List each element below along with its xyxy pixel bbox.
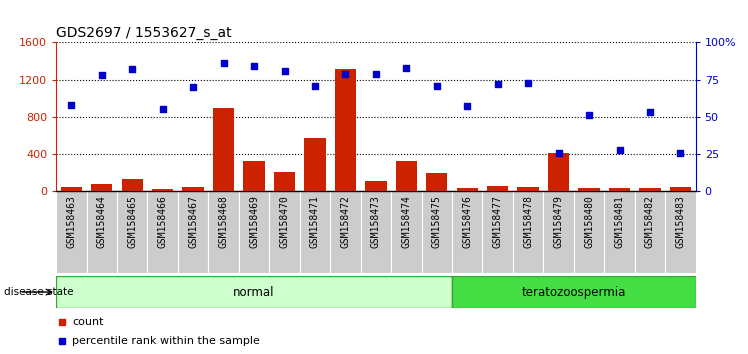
Text: GSM158477: GSM158477 — [493, 195, 503, 248]
Text: GSM158474: GSM158474 — [402, 195, 411, 248]
Point — [65, 102, 77, 108]
Bar — [304, 138, 325, 191]
Bar — [61, 188, 82, 191]
Text: GSM158464: GSM158464 — [96, 195, 107, 248]
Bar — [213, 108, 234, 191]
Point — [187, 84, 199, 90]
Text: percentile rank within the sample: percentile rank within the sample — [72, 336, 260, 346]
Bar — [456, 188, 478, 191]
Text: GSM158482: GSM158482 — [645, 195, 655, 248]
Bar — [117, 191, 147, 273]
Bar — [122, 179, 143, 191]
Bar — [422, 191, 452, 273]
Point — [370, 71, 381, 76]
Bar — [518, 187, 539, 191]
Text: GSM158476: GSM158476 — [462, 195, 472, 248]
Bar — [365, 181, 387, 191]
Text: disease state: disease state — [4, 287, 73, 297]
Point — [156, 107, 168, 112]
Point — [431, 83, 443, 88]
Bar — [56, 191, 87, 273]
Text: GSM158471: GSM158471 — [310, 195, 320, 248]
Bar — [640, 188, 660, 191]
Bar — [665, 191, 696, 273]
Point — [553, 150, 565, 155]
Bar — [426, 173, 447, 191]
Point — [57, 320, 69, 325]
Text: GSM158470: GSM158470 — [280, 195, 289, 248]
Bar — [452, 276, 696, 308]
Point — [644, 109, 656, 115]
Bar — [604, 191, 635, 273]
Text: GSM158466: GSM158466 — [158, 195, 168, 248]
Bar — [513, 191, 543, 273]
Text: GSM158467: GSM158467 — [188, 195, 198, 248]
Bar — [609, 188, 630, 191]
Bar — [183, 187, 203, 191]
Bar — [91, 184, 112, 191]
Bar — [147, 191, 178, 273]
Point — [278, 68, 290, 74]
Text: GSM158478: GSM158478 — [523, 195, 533, 248]
Point — [126, 67, 138, 72]
Text: count: count — [72, 318, 103, 327]
Point — [400, 65, 412, 70]
Bar — [543, 191, 574, 273]
Bar — [574, 191, 604, 273]
Text: GSM158463: GSM158463 — [67, 195, 76, 248]
Bar — [330, 191, 361, 273]
Bar — [152, 189, 174, 191]
Text: GSM158480: GSM158480 — [584, 195, 594, 248]
Bar — [300, 191, 330, 273]
Point — [218, 61, 230, 66]
Point — [57, 338, 69, 343]
Bar — [274, 172, 295, 191]
Bar — [87, 191, 117, 273]
Bar — [452, 191, 482, 273]
Point — [522, 80, 534, 85]
Bar — [243, 161, 265, 191]
Point — [340, 71, 352, 76]
Text: GSM158483: GSM158483 — [675, 195, 685, 248]
Bar — [269, 191, 300, 273]
Text: GSM158465: GSM158465 — [127, 195, 137, 248]
Bar — [361, 191, 391, 273]
Point — [491, 81, 503, 87]
Point — [613, 147, 625, 152]
Text: GSM158481: GSM158481 — [615, 195, 625, 248]
Point — [675, 150, 687, 155]
Text: teratozoospermia: teratozoospermia — [521, 286, 626, 298]
Bar — [209, 191, 239, 273]
Text: GSM158468: GSM158468 — [218, 195, 229, 248]
Text: GSM158472: GSM158472 — [340, 195, 350, 248]
Bar — [396, 161, 417, 191]
Bar — [56, 276, 452, 308]
Bar — [635, 191, 665, 273]
Bar — [239, 191, 269, 273]
Point — [309, 83, 321, 88]
Bar — [487, 186, 509, 191]
Bar — [178, 191, 209, 273]
Text: GSM158469: GSM158469 — [249, 195, 259, 248]
Point — [248, 63, 260, 69]
Bar — [391, 191, 422, 273]
Text: GSM158479: GSM158479 — [554, 195, 563, 248]
Text: GSM158475: GSM158475 — [432, 195, 442, 248]
Point — [583, 113, 595, 118]
Text: GSM158473: GSM158473 — [371, 195, 381, 248]
Bar — [578, 188, 600, 191]
Text: GDS2697 / 1553627_s_at: GDS2697 / 1553627_s_at — [56, 26, 232, 40]
Point — [96, 72, 108, 78]
Bar — [335, 69, 356, 191]
Bar — [548, 153, 569, 191]
Point — [462, 104, 473, 109]
Bar — [482, 191, 513, 273]
Text: normal: normal — [233, 286, 275, 298]
Bar — [669, 188, 691, 191]
